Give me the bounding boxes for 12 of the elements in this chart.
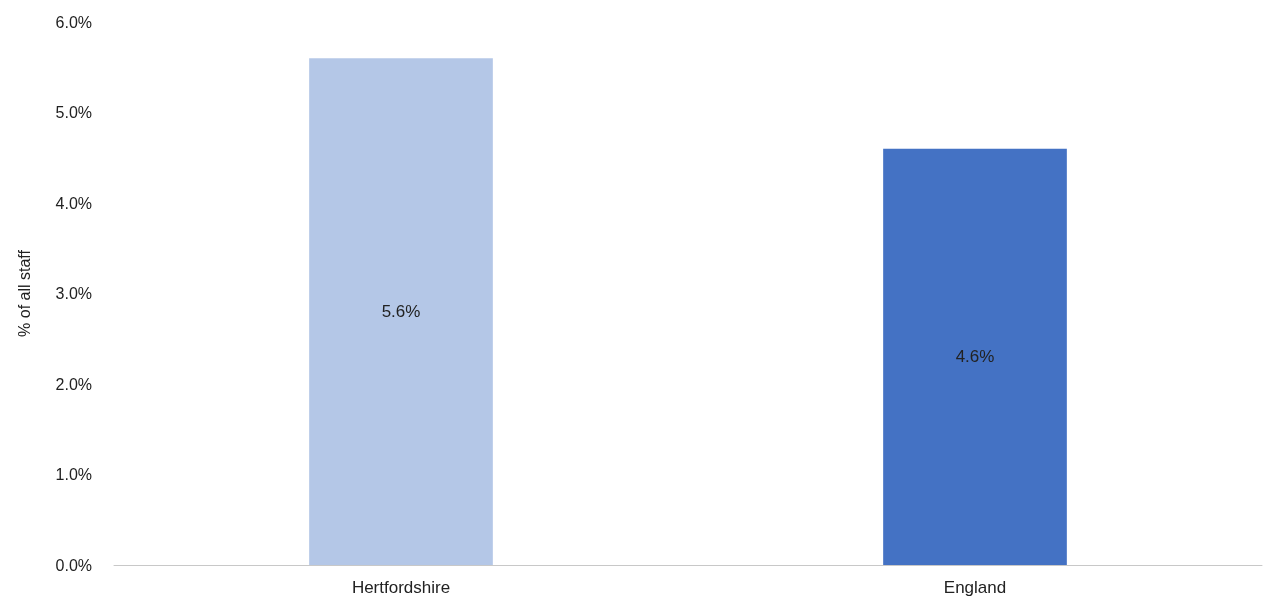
x-tick-label: Hertfordshire	[351, 578, 451, 597]
data-label: 5.6%	[381, 302, 421, 322]
y-tick-label: 3.0%	[55, 285, 92, 302]
y-tick-label: 4.0%	[55, 194, 92, 212]
y-tick-label: 1.0%	[55, 466, 92, 483]
y-tick-label: 6.0%	[55, 13, 92, 31]
y-tick-label: 5.0%	[55, 104, 92, 121]
x-tick-label: England	[943, 578, 1007, 597]
y-tick-label: 2.0%	[55, 375, 92, 393]
data-label: 4.6%	[955, 347, 995, 367]
y-tick-label: 0.0%	[55, 556, 92, 574]
y-axis-title: % of all staff	[15, 249, 33, 337]
